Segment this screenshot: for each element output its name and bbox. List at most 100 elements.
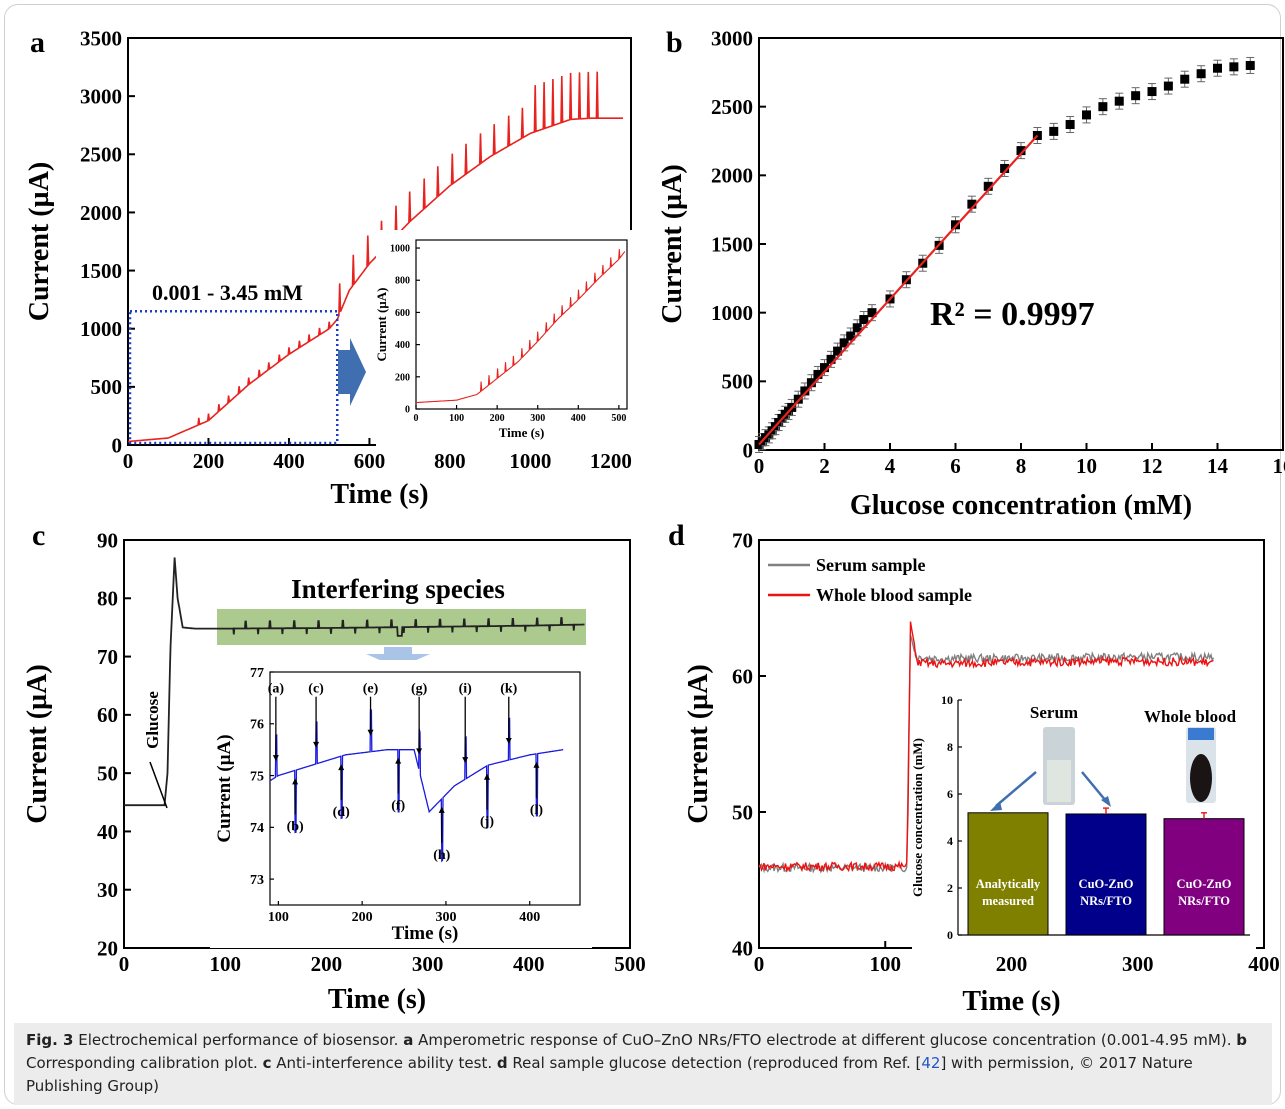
- inset-series-line: [269, 709, 564, 863]
- inset-bg: [376, 230, 637, 454]
- fit-line: [758, 134, 1039, 446]
- x-tick-label: 200: [352, 910, 373, 925]
- x-tick-label: 8: [1016, 454, 1027, 478]
- y-tick-label: 2500: [80, 143, 122, 167]
- y-tick-label: 50: [732, 800, 753, 824]
- spike-arrowhead: [338, 764, 345, 771]
- bar: [967, 812, 1049, 936]
- x-axis-label: Time (s): [330, 479, 428, 510]
- x-tick-label: 100: [268, 910, 289, 925]
- spike-label: (k): [500, 682, 517, 697]
- y-axis-label: Current (µA): [214, 734, 235, 842]
- y-tick-label: 800: [395, 276, 410, 287]
- data-point: [813, 369, 823, 379]
- spike-label: (i): [459, 682, 473, 697]
- x-tick-label: 100: [209, 952, 241, 976]
- x-tick-label: 10: [1076, 454, 1097, 478]
- data-point: [867, 308, 877, 318]
- caption-c-label: c: [262, 1054, 272, 1072]
- x-tick-label: 4: [885, 454, 896, 478]
- y-tick-label: 1000: [711, 301, 753, 325]
- x-tick-label: 12: [1142, 454, 1163, 478]
- caption-b-text: Corresponding calibration plot.: [26, 1054, 258, 1072]
- y-tick-label: 75: [250, 769, 264, 784]
- y-tick-label: 1500: [80, 259, 122, 283]
- inset-d: 0 2 4 6 8 10 Glucose concentration (mM) Analyti…: [910, 688, 1256, 953]
- figure-canvas: a0 200 400 600 800 1000 1200050010001500200025…: [22, 26, 1285, 1017]
- y-tick-label: 2500: [711, 95, 753, 119]
- caption-d-text: Real sample glucose detection (reproduce…: [512, 1054, 922, 1072]
- y-tick-label: 500: [91, 375, 123, 399]
- spike-arrowhead: [533, 761, 540, 768]
- inset-y-axis-label: Glucose concentration (mM): [910, 738, 925, 897]
- data-point: [859, 315, 869, 325]
- panel-label-b: b: [666, 26, 683, 59]
- inset-bg: [210, 660, 592, 948]
- data-point: [1131, 91, 1141, 101]
- caption-b-label: b: [1236, 1031, 1247, 1049]
- spike-label: (c): [308, 682, 324, 697]
- y-tick-label: 400: [395, 340, 410, 351]
- y-tick-label: 3500: [80, 26, 122, 50]
- series-line: [127, 71, 623, 443]
- data-point: [983, 181, 993, 191]
- x-tick-label: 200: [490, 413, 505, 424]
- x-tick-label: 300: [1122, 952, 1154, 976]
- y-tick-label: 76: [250, 718, 264, 733]
- y-tick-label: 1000: [390, 244, 410, 255]
- spike-arrowhead: [272, 755, 279, 762]
- spike-label: (h): [433, 848, 450, 863]
- data-point: [1114, 96, 1124, 106]
- y-tick-label: 73: [250, 873, 264, 888]
- spike-label: (e): [363, 682, 379, 697]
- bar-label: Analytically: [976, 877, 1041, 891]
- blood-vial-cap: [1188, 728, 1214, 740]
- y-axis-label: Current (µA): [24, 162, 55, 321]
- x-tick-label: 400: [1248, 952, 1280, 976]
- y-tick-label: 0: [405, 405, 410, 416]
- y-tick-label: 0: [947, 928, 953, 942]
- serum-arrowhead-right: [1101, 796, 1111, 807]
- spike-label: (l): [530, 803, 544, 818]
- x-axis-label: Time (s): [392, 923, 459, 944]
- data-point: [833, 346, 843, 356]
- data-point: [1213, 63, 1222, 73]
- x-tick-label: 0: [754, 952, 765, 976]
- data-point: [852, 323, 862, 333]
- y-tick-label: 4: [947, 834, 953, 848]
- bar: [1065, 813, 1147, 936]
- y-tick-label: 8: [947, 740, 953, 754]
- y-tick-label: 1500: [711, 232, 753, 256]
- y-tick-label: 77: [250, 666, 264, 681]
- y-tick-label: 2000: [711, 164, 753, 188]
- y-axis-label: Current (µA): [22, 664, 53, 823]
- plot-frame: [415, 239, 628, 410]
- caption-a-text: Amperometric response of CuO–ZnO NRs/FTO…: [418, 1031, 1232, 1049]
- x-tick-label: 0: [414, 413, 419, 424]
- data-point: [800, 386, 810, 396]
- range-box: [128, 310, 339, 445]
- y-tick-label: 80: [97, 587, 118, 611]
- bar: [1163, 818, 1245, 936]
- caption-ref-link[interactable]: 42: [921, 1054, 941, 1072]
- data-point: [1049, 126, 1059, 136]
- data-point: [820, 363, 829, 373]
- serum-arrowhead-left: [990, 801, 1002, 811]
- y-tick-label: 90: [97, 528, 118, 552]
- x-axis-label: Time (s): [328, 984, 426, 1015]
- y-tick-label: 70: [97, 645, 118, 669]
- bar-label: measured: [982, 894, 1034, 908]
- spike-label: (j): [480, 815, 494, 830]
- data-point: [1196, 69, 1206, 79]
- down-arrow-icon: [366, 647, 430, 668]
- x-tick-label: 0: [754, 454, 765, 478]
- y-tick-label: 3000: [80, 84, 122, 108]
- data-point: [826, 354, 836, 364]
- x-tick-label: 16: [1273, 454, 1285, 478]
- y-tick-label: 60: [97, 703, 118, 727]
- data-point: [1065, 120, 1075, 130]
- y-tick-label: 2: [947, 881, 953, 895]
- x-tick-label: 400: [571, 413, 586, 424]
- data-point: [1163, 81, 1173, 91]
